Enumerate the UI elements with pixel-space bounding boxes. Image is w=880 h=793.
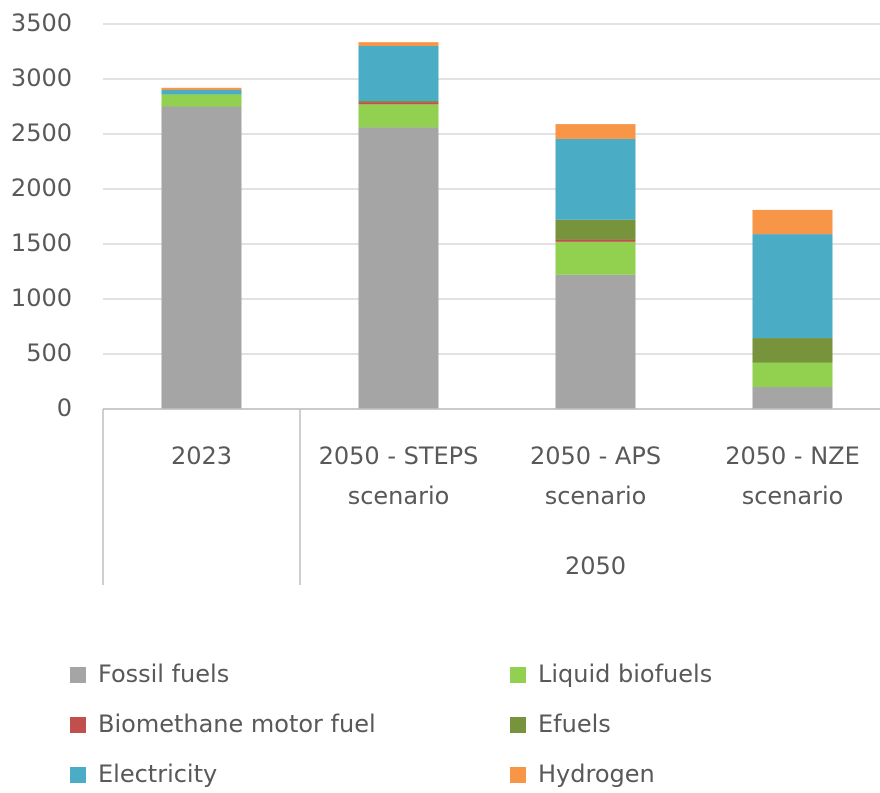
bar-segment [555, 274, 636, 409]
bar-segment [358, 46, 439, 101]
bar-segment [161, 94, 242, 107]
y-tick-label: 1500 [11, 229, 72, 257]
bar-segment [358, 127, 439, 410]
legend-label: Hydrogen [538, 760, 655, 788]
bar-segment [752, 338, 833, 363]
bar-segment [752, 387, 833, 409]
legend-label: Electricity [98, 760, 217, 788]
legend-swatch [70, 667, 86, 683]
legend-swatch [510, 717, 526, 733]
y-tick-label: 2000 [11, 174, 72, 202]
x-tick-label: 2023 [170, 442, 233, 470]
bar-segment [161, 90, 242, 95]
bar-segment [358, 101, 439, 103]
bar-segment [555, 239, 636, 242]
y-tick-label: 1000 [11, 284, 72, 312]
y-tick-label: 0 [57, 394, 72, 422]
legend-label: Efuels [538, 710, 611, 738]
bar-segment [555, 219, 636, 240]
y-tick-label: 3000 [11, 64, 72, 92]
legend-swatch [70, 717, 86, 733]
x-tick-label: 2050 - APS scenario [529, 442, 662, 510]
bar-segment [555, 124, 636, 139]
y-tick-label: 3500 [11, 9, 72, 37]
legend-swatch [70, 767, 86, 783]
bar-segment [358, 104, 439, 128]
bar-segment [555, 138, 636, 220]
legend-label: Liquid biofuels [538, 660, 712, 688]
legend-swatch [510, 767, 526, 783]
bar-segment [161, 106, 242, 409]
legend-swatch [510, 667, 526, 683]
bar-segment [752, 209, 833, 235]
y-tick-label: 500 [26, 339, 72, 367]
bar-segment [358, 102, 439, 105]
bar-segment [752, 362, 833, 387]
legend-label: Biomethane motor fuel [98, 710, 376, 738]
group-label: 2050 [564, 552, 627, 580]
y-tick-label: 2500 [11, 119, 72, 147]
legend-label: Fossil fuels [98, 660, 229, 688]
x-tick-label: 2050 - STEPS scenario [318, 442, 479, 510]
bar-segment [555, 241, 636, 275]
x-tick-label: 2050 - NZE scenario [725, 442, 860, 510]
bar-segment [752, 234, 833, 339]
bar-segment [161, 87, 242, 90]
bar-segment [358, 42, 439, 46]
